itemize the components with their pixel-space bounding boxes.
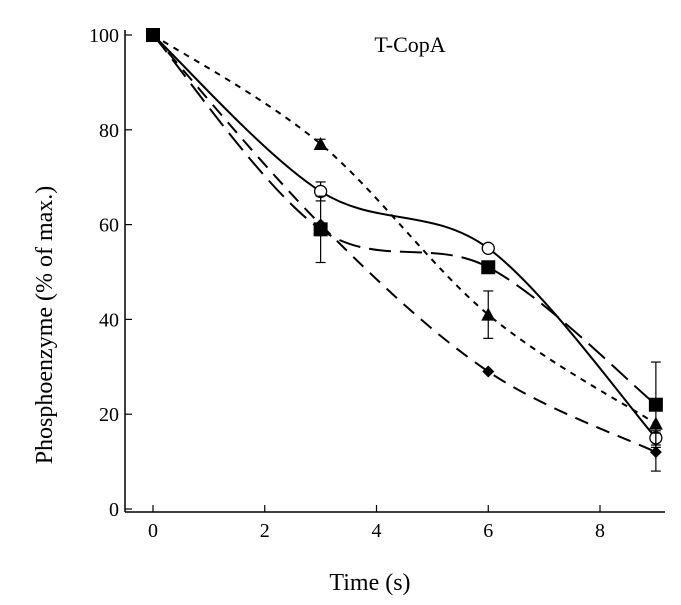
y-tick-label: 80 bbox=[99, 120, 119, 142]
data-point-diamond bbox=[147, 29, 159, 41]
data-point-diamond bbox=[649, 446, 662, 459]
x-tick-label: 2 bbox=[260, 520, 270, 542]
x-tick-label: 0 bbox=[148, 520, 158, 542]
chart-title: T-CopA bbox=[374, 32, 445, 57]
y-axis-title: Phosphoenzyme (% of max.) bbox=[32, 186, 58, 465]
y-tick-label: 0 bbox=[109, 499, 119, 521]
y-tick-label: 60 bbox=[99, 215, 119, 237]
y-tick-label: 40 bbox=[99, 309, 119, 331]
x-tick-label: 6 bbox=[483, 520, 493, 542]
labels: T-CopA Time (s) Phosphoenzyme (% of max.… bbox=[32, 32, 446, 596]
series-open-circle bbox=[146, 28, 663, 446]
series-filled-square bbox=[146, 28, 663, 448]
x-tick-label: 8 bbox=[595, 520, 605, 542]
series-line bbox=[152, 34, 657, 406]
x-axis-title: Time (s) bbox=[329, 570, 410, 596]
data-point-square bbox=[481, 260, 496, 275]
data-point-diamond bbox=[482, 365, 495, 378]
data-point-diamond bbox=[314, 218, 327, 231]
series-filled-triangle bbox=[146, 28, 663, 430]
series-line bbox=[152, 34, 657, 454]
series-layer bbox=[146, 28, 663, 472]
data-point-square bbox=[648, 397, 663, 412]
series-line bbox=[152, 34, 657, 425]
series-line bbox=[152, 34, 657, 439]
data-point-triangle bbox=[648, 416, 663, 430]
data-point-triangle bbox=[313, 137, 328, 151]
series-filled-diamond bbox=[147, 29, 662, 472]
data-point-circle bbox=[481, 241, 495, 255]
data-point-triangle bbox=[481, 307, 496, 321]
x-tick-label: 4 bbox=[372, 520, 382, 542]
y-tick-label: 20 bbox=[99, 404, 119, 426]
y-tick-label: 100 bbox=[89, 25, 119, 47]
